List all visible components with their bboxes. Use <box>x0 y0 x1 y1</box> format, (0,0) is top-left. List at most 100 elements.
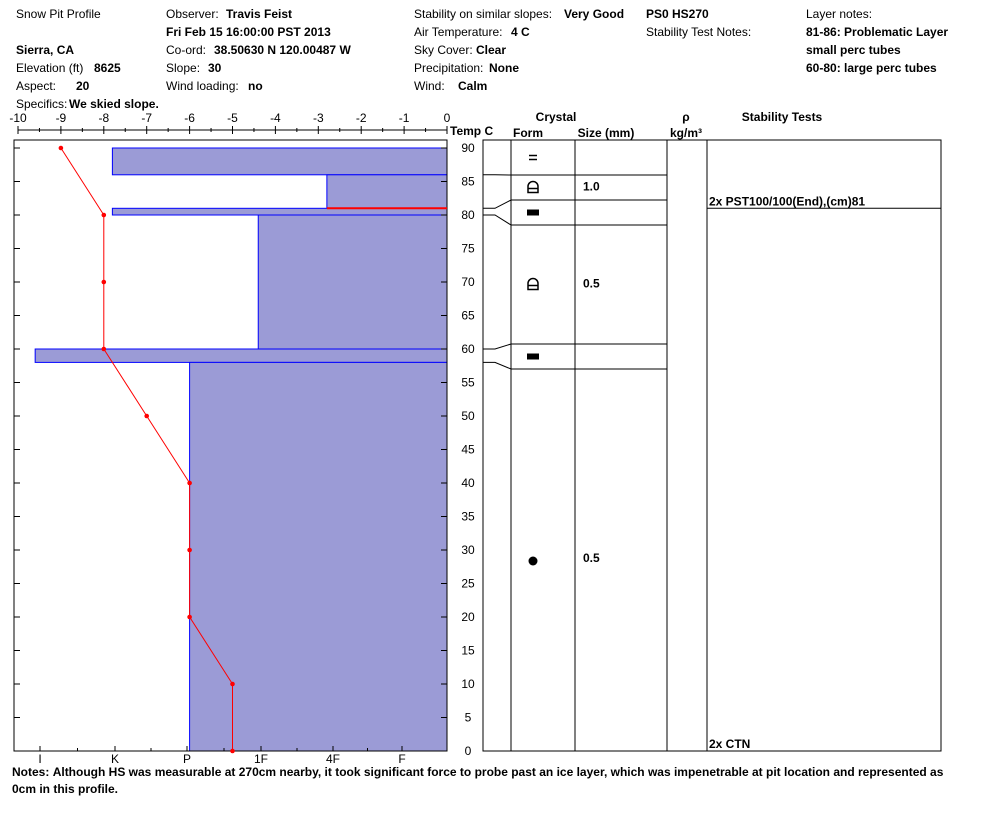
crystal-size: 0.5 <box>583 277 600 291</box>
depth-tick-label: 75 <box>461 242 475 256</box>
elevation-label: Elevation (ft) <box>16 61 84 75</box>
stability-test-label: 2x PST100/100(End),(cm)81 <box>709 194 865 208</box>
hardness-layer <box>257 214 448 350</box>
crystal-bar <box>527 353 539 360</box>
wind-loading-value: no <box>248 79 263 93</box>
crystal-form-symbol <box>527 277 539 291</box>
stability-value: Very Good <box>564 7 625 21</box>
hardness-axis-label: K <box>111 752 119 766</box>
depth-tick-label: 80 <box>461 208 475 222</box>
layer-boundary <box>483 214 667 226</box>
stability-test-label: 2x CTN <box>709 737 750 751</box>
density-unit: kg/m³ <box>670 126 702 140</box>
sky-label: Sky Cover: <box>414 43 473 57</box>
coord-label: Co-ord: <box>166 43 207 57</box>
crystal-form-symbol <box>529 154 537 161</box>
crystal-header: Crystal <box>536 110 577 124</box>
layer-boundary <box>483 199 667 209</box>
crystal-outline <box>527 180 539 194</box>
specifics-value: We skied slope. <box>69 97 159 111</box>
crystal-form-symbol <box>528 556 538 566</box>
slope-label: Slope: <box>166 61 201 75</box>
temp-tick-label: -3 <box>313 111 324 125</box>
crystal-outline <box>527 277 539 291</box>
crystal-table-frame <box>482 139 942 752</box>
layer-boundary <box>483 361 667 370</box>
hardness-axis-label: F <box>398 752 405 766</box>
temp-tick-label: -4 <box>270 111 281 125</box>
depth-tick-label: 15 <box>461 644 475 658</box>
hardness-layer <box>111 207 448 216</box>
wind-value: Calm <box>458 79 488 93</box>
depth-tick-label: 90 <box>461 141 475 155</box>
depth-tick-label: 55 <box>461 376 475 390</box>
depth-tick-label: 25 <box>461 577 475 591</box>
temp-tick-label: -1 <box>399 111 410 125</box>
temp-tick-label: -6 <box>184 111 195 125</box>
depth-tick-label: 70 <box>461 275 475 289</box>
temperature-point <box>230 748 235 754</box>
temp-axis-label: Temp C <box>450 124 493 138</box>
hardness-axis-label: 4F <box>326 752 340 766</box>
temperature-point <box>58 145 64 151</box>
layer-boundary <box>483 343 667 350</box>
notes-label: Notes: <box>12 765 50 779</box>
temperature-point <box>144 413 149 419</box>
temperature-point <box>187 547 192 553</box>
temp-tick-label: 0 <box>444 111 451 125</box>
depth-tick-label: 10 <box>461 677 475 691</box>
observer-value: Travis Feist <box>226 7 293 21</box>
depth-tick-label: 65 <box>461 309 475 323</box>
observer-label: Observer: <box>166 7 219 21</box>
hardness-axis-label: I <box>38 752 41 766</box>
temperature-point <box>230 681 235 687</box>
notes: Notes: Although HS was measurable at 270… <box>12 764 962 798</box>
stability-tests-header: Stability Tests <box>742 110 823 124</box>
temperature-point <box>187 480 192 486</box>
temp-tick-label: -2 <box>356 111 367 125</box>
wind-loading-label: Wind loading: <box>166 79 239 93</box>
layer-note: 81-86: Problematic Layer <box>806 25 949 39</box>
depth-tick-label: 50 <box>461 409 475 423</box>
size-header: Size (mm) <box>578 126 635 140</box>
form-header: Form <box>513 126 543 140</box>
crystal-form-symbol <box>527 180 539 194</box>
temp-tick-label: -9 <box>56 111 67 125</box>
hardness-layer <box>326 174 448 209</box>
temperature-point <box>101 279 107 285</box>
depth-tick-label: 35 <box>461 510 475 524</box>
temperature-point <box>101 212 107 218</box>
ps-hs: PS0 HS270 <box>646 7 709 21</box>
layer-note: 60-80: large perc tubes <box>806 61 937 75</box>
crystal-form-symbol <box>527 209 539 216</box>
observation-datetime: Fri Feb 15 16:00:00 PST 2013 <box>166 25 331 39</box>
depth-tick-label: 60 <box>461 342 475 356</box>
temp-tick-label: -5 <box>227 111 238 125</box>
crystal-dot <box>528 556 538 566</box>
temperature-point <box>101 346 107 352</box>
temperature-line <box>60 147 233 751</box>
page-title: Snow Pit Profile <box>16 7 101 21</box>
layer-note: small perc tubes <box>806 43 901 57</box>
specifics-label: Specifics: <box>16 97 68 111</box>
temp-tick-label: -7 <box>141 111 152 125</box>
depth-tick-label: 20 <box>461 610 475 624</box>
aspect-label: Aspect: <box>16 79 57 93</box>
location: Sierra, CA <box>16 43 75 57</box>
coord-value: 38.50630 N 120.00487 W <box>214 43 351 57</box>
temp-tick-label: -8 <box>98 111 109 125</box>
elevation-value: 8625 <box>94 61 121 75</box>
depth-tick-label: 30 <box>461 543 475 557</box>
hardness-axis-label: 1F <box>254 752 268 766</box>
depth-tick-label: 85 <box>461 175 475 189</box>
depth-tick-label: 40 <box>461 476 475 490</box>
depth-tick-label: 45 <box>461 443 475 457</box>
crystal-bar <box>527 209 539 216</box>
hardness-layer <box>189 361 448 752</box>
slope-value: 30 <box>208 61 222 75</box>
stability-label: Stability on similar slopes: <box>414 7 553 21</box>
temp-tick-label: -10 <box>9 111 27 125</box>
hardness-layer <box>34 348 448 363</box>
air-temp-value: 4 C <box>511 25 530 39</box>
